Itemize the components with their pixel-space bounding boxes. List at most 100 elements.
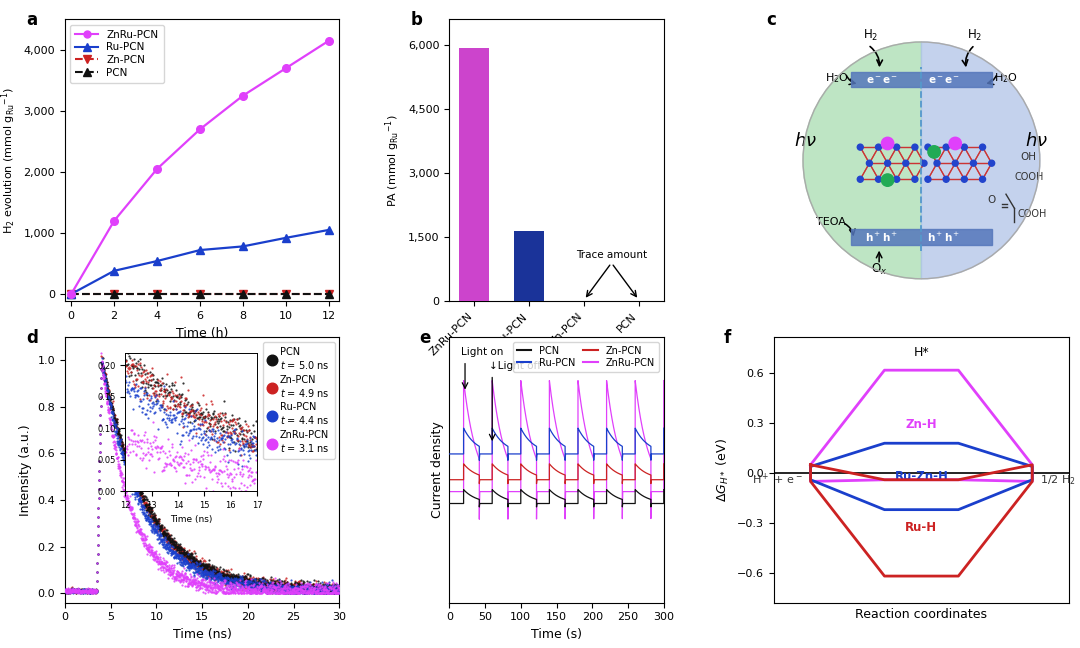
Point — [175, 545, 192, 555]
Point — [175, 553, 192, 564]
Point — [134, 495, 151, 505]
Point — [166, 542, 184, 552]
Point — [152, 529, 170, 540]
Point — [242, 575, 259, 586]
Point — [211, 568, 228, 578]
Point — [300, 585, 318, 596]
Point — [215, 570, 232, 581]
Point — [237, 580, 254, 590]
Point — [127, 526, 145, 537]
Point — [324, 582, 341, 592]
Point — [141, 505, 159, 515]
Point — [293, 585, 310, 596]
Point — [95, 371, 112, 382]
Point — [123, 504, 140, 515]
Point — [187, 553, 204, 564]
Point — [83, 585, 100, 596]
Point — [132, 524, 149, 535]
Point — [96, 369, 113, 379]
Point — [320, 587, 337, 597]
Point — [300, 586, 318, 597]
Point — [134, 527, 151, 538]
Point — [227, 576, 244, 586]
Point — [282, 588, 299, 599]
Point — [246, 579, 264, 589]
Point — [185, 556, 202, 566]
Point — [149, 519, 166, 529]
Point — [227, 584, 244, 594]
Point — [251, 576, 268, 586]
Point — [269, 584, 286, 594]
Point — [67, 587, 84, 597]
Point — [214, 571, 231, 581]
Point — [213, 568, 230, 579]
Point — [100, 393, 118, 403]
Point — [323, 575, 340, 586]
Point — [98, 385, 116, 395]
Point — [255, 576, 272, 586]
Point — [302, 586, 320, 597]
Point — [77, 586, 94, 596]
Point — [208, 579, 226, 589]
Point — [282, 588, 299, 599]
Point — [82, 585, 99, 596]
Point — [91, 447, 108, 457]
Point — [127, 487, 145, 497]
Point — [95, 363, 112, 373]
Point — [203, 562, 220, 572]
Point — [279, 579, 296, 589]
Point — [205, 564, 222, 574]
Point — [94, 360, 111, 370]
Point — [94, 359, 111, 369]
Point — [103, 398, 120, 408]
Point — [98, 383, 116, 393]
Point — [120, 461, 137, 471]
Point — [293, 585, 310, 596]
Point — [125, 471, 143, 481]
Point — [218, 572, 235, 582]
Point — [314, 581, 332, 592]
Point — [278, 585, 295, 596]
Point — [117, 449, 134, 459]
Point — [131, 487, 148, 497]
Point — [318, 586, 335, 596]
Point — [81, 586, 98, 597]
Point — [297, 584, 314, 594]
Point — [194, 556, 212, 566]
Point — [69, 585, 86, 596]
Point — [198, 584, 215, 595]
Point — [261, 588, 279, 599]
Point — [136, 540, 153, 550]
Point — [329, 586, 347, 596]
Point — [95, 367, 112, 378]
Point — [85, 586, 103, 597]
Point — [302, 582, 320, 592]
Point — [284, 583, 301, 594]
Point — [279, 583, 296, 594]
Point — [330, 588, 348, 599]
Point — [126, 479, 144, 489]
Point — [302, 586, 320, 597]
Point — [86, 587, 104, 597]
Point — [189, 566, 206, 576]
Point — [133, 485, 150, 495]
Point — [171, 545, 188, 555]
Point — [206, 588, 224, 599]
Point — [135, 497, 152, 507]
Point — [177, 555, 194, 565]
Point — [99, 384, 117, 394]
Point — [85, 585, 103, 596]
Point — [226, 576, 243, 586]
Point — [262, 572, 280, 583]
Point — [189, 581, 206, 591]
Point — [134, 491, 151, 502]
Point — [69, 584, 86, 595]
Point — [219, 574, 237, 584]
Point — [242, 586, 259, 596]
Point — [253, 581, 270, 592]
Point — [60, 586, 78, 596]
Point — [274, 588, 292, 599]
Text: e$^-$: e$^-$ — [945, 75, 960, 86]
Point — [191, 580, 208, 590]
Point — [79, 584, 96, 595]
